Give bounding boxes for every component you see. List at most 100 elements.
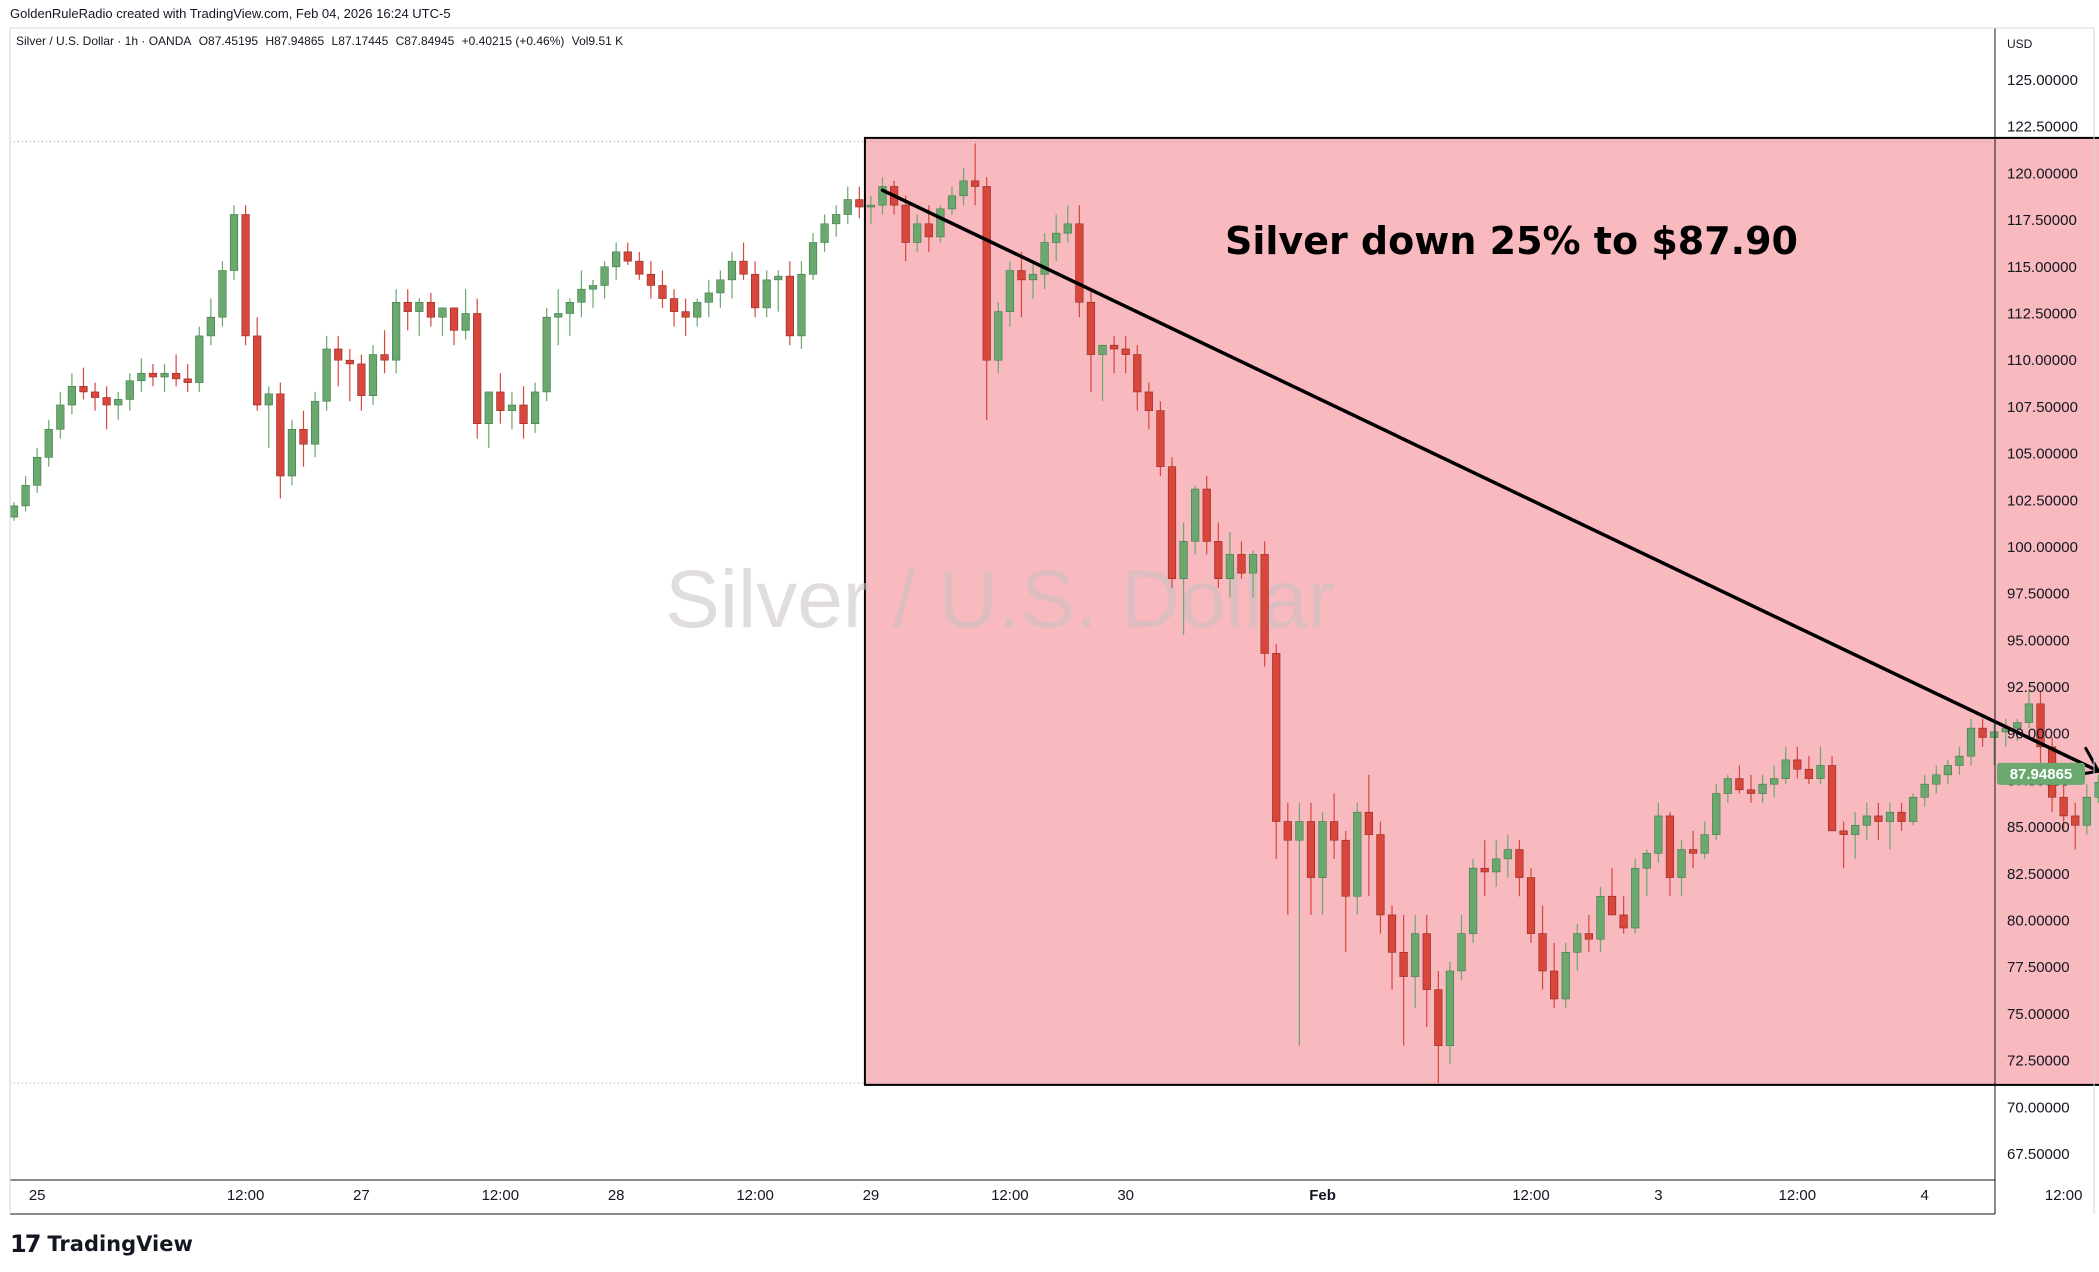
candle[interactable]: [2036, 703, 2045, 748]
candle[interactable]: [936, 208, 945, 238]
candle[interactable]: [1526, 877, 1536, 934]
candle[interactable]: [530, 391, 540, 424]
candle[interactable]: [947, 195, 957, 210]
candle[interactable]: [1353, 811, 1362, 897]
candle[interactable]: [1028, 273, 1038, 281]
tradingview-logo[interactable]: 17 TradingView: [10, 1230, 193, 1258]
candle[interactable]: [1712, 793, 1721, 835]
candle[interactable]: [1839, 830, 1848, 835]
candle[interactable]: [1364, 811, 1373, 835]
candle[interactable]: [866, 204, 876, 208]
candle[interactable]: [1584, 933, 1593, 940]
candle[interactable]: [1932, 774, 1941, 785]
candle[interactable]: [183, 378, 192, 383]
candle[interactable]: [1156, 410, 1165, 467]
candle[interactable]: [2071, 815, 2080, 826]
candle[interactable]: [1121, 348, 1130, 355]
candle[interactable]: [264, 393, 273, 406]
candle[interactable]: [1665, 815, 1675, 878]
candle[interactable]: [1550, 970, 1559, 1000]
candle[interactable]: [704, 292, 713, 303]
candle[interactable]: [855, 199, 864, 208]
candle[interactable]: [959, 180, 968, 197]
candle[interactable]: [1248, 554, 1258, 574]
candle[interactable]: [751, 273, 760, 309]
candle[interactable]: [1573, 933, 1582, 953]
candle[interactable]: [971, 180, 980, 187]
candle[interactable]: [924, 223, 933, 238]
candle[interactable]: [1689, 849, 1698, 854]
candle[interactable]: [79, 386, 88, 393]
candle[interactable]: [449, 307, 459, 331]
candle[interactable]: [1260, 554, 1269, 654]
candle[interactable]: [1422, 933, 1431, 990]
candle[interactable]: [1202, 488, 1211, 542]
candle[interactable]: [1492, 858, 1501, 873]
candle[interactable]: [229, 214, 239, 271]
candle[interactable]: [1677, 849, 1686, 878]
candle[interactable]: [901, 204, 910, 243]
candle[interactable]: [1179, 541, 1188, 580]
candle[interactable]: [2013, 722, 2022, 729]
candle[interactable]: [241, 214, 250, 337]
candle[interactable]: [1874, 815, 1883, 822]
candle[interactable]: [276, 393, 285, 477]
candle[interactable]: [600, 266, 609, 286]
candle[interactable]: [484, 391, 493, 424]
candle[interactable]: [1295, 821, 1304, 841]
candle[interactable]: [334, 348, 343, 361]
candle[interactable]: [1978, 727, 1987, 738]
candle[interactable]: [1399, 951, 1408, 977]
candle[interactable]: [392, 301, 401, 361]
candle[interactable]: [1434, 989, 1443, 1046]
candle[interactable]: [1862, 815, 1871, 826]
candle[interactable]: [1804, 768, 1813, 779]
candle[interactable]: [287, 428, 297, 477]
candle[interactable]: [1110, 344, 1119, 350]
candle[interactable]: [368, 354, 378, 396]
candle[interactable]: [1561, 951, 1570, 1000]
candle[interactable]: [473, 313, 482, 424]
candle[interactable]: [1075, 223, 1084, 303]
candle[interactable]: [172, 372, 181, 380]
candle[interactable]: [1851, 824, 1860, 835]
candle[interactable]: [1700, 834, 1709, 854]
candle[interactable]: [1816, 765, 1825, 779]
candle[interactable]: [1457, 933, 1466, 972]
symbol-name[interactable]: Silver / U.S. Dollar · 1h · OANDA: [16, 34, 192, 48]
candle[interactable]: [1770, 778, 1779, 785]
candle[interactable]: [542, 316, 551, 393]
candle[interactable]: [322, 348, 331, 402]
candle[interactable]: [1897, 811, 1906, 822]
candle[interactable]: [762, 279, 771, 309]
candle[interactable]: [2059, 796, 2068, 817]
candle[interactable]: [797, 273, 806, 337]
candle[interactable]: [1468, 867, 1478, 934]
candle[interactable]: [646, 273, 655, 286]
candle[interactable]: [507, 404, 517, 411]
candle[interactable]: [669, 298, 679, 312]
candle[interactable]: [125, 380, 134, 400]
candle[interactable]: [1827, 765, 1837, 832]
candle[interactable]: [774, 275, 783, 281]
candle[interactable]: [1341, 839, 1350, 897]
candle[interactable]: [1966, 727, 1976, 757]
candle[interactable]: [380, 354, 389, 361]
candle[interactable]: [33, 457, 42, 486]
candle[interactable]: [994, 311, 1003, 361]
candle[interactable]: [1040, 242, 1049, 275]
candle[interactable]: [345, 359, 354, 365]
candle[interactable]: [1052, 232, 1061, 243]
candle[interactable]: [56, 404, 65, 430]
candle[interactable]: [206, 316, 215, 337]
candle[interactable]: [1445, 970, 1455, 1046]
candle[interactable]: [1943, 765, 1952, 776]
candle[interactable]: [1909, 796, 1918, 822]
candle[interactable]: [843, 199, 852, 215]
candle[interactable]: [1144, 391, 1153, 411]
candle[interactable]: [160, 372, 169, 378]
candle[interactable]: [1017, 270, 1026, 281]
candle[interactable]: [1133, 354, 1142, 393]
candle[interactable]: [635, 260, 644, 275]
